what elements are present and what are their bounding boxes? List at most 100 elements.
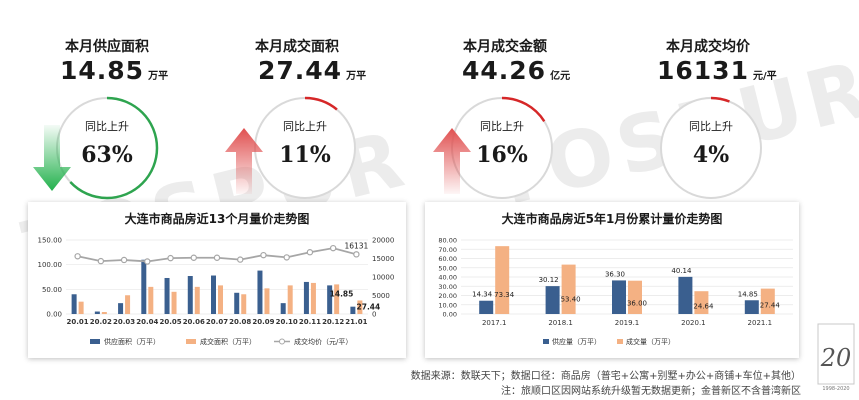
y-tick: 30.00 bbox=[438, 283, 457, 291]
y-tick: 80.00 bbox=[438, 237, 457, 245]
bar-supply bbox=[257, 270, 263, 314]
x-tick: 20.04 bbox=[136, 318, 158, 326]
bar-supply bbox=[327, 285, 333, 314]
x-tick: 21.01 bbox=[345, 318, 367, 326]
kpi-label: 本月成交面积 bbox=[255, 39, 339, 55]
bar-supply bbox=[303, 281, 309, 314]
x-tick: 2020.1 bbox=[681, 319, 706, 327]
anniversary-logo: 20 1998-2020 bbox=[816, 322, 856, 394]
data-label: 16131 bbox=[344, 241, 368, 250]
arrow-up-icon bbox=[433, 128, 471, 194]
point-price bbox=[74, 253, 81, 260]
bar-supply bbox=[612, 280, 626, 314]
x-tick: 2021.1 bbox=[748, 319, 773, 327]
y-tick: 50.00 bbox=[438, 264, 457, 272]
legend-swatch bbox=[543, 339, 549, 344]
bar-deal bbox=[495, 246, 510, 314]
change-label: 同比上升 bbox=[85, 120, 129, 133]
data-source-note: 数据来源：数联天下；数据口径：商品房（普宅+公寓+别墅+办公+商铺+车位+其他） bbox=[410, 371, 801, 382]
change-percent: 63% bbox=[81, 142, 133, 168]
data-label: 14.85 bbox=[738, 290, 758, 298]
kpi-number: 14.85 bbox=[60, 56, 145, 85]
kpi-number: 16131 bbox=[657, 56, 749, 85]
point-price bbox=[144, 258, 151, 265]
point-price bbox=[237, 256, 244, 263]
data-label: 14.85 bbox=[330, 290, 354, 299]
bar-supply bbox=[545, 286, 560, 314]
data-label: 40.14 bbox=[671, 267, 692, 275]
y-tick-left: 0.00 bbox=[46, 311, 62, 319]
bar-supply bbox=[211, 275, 216, 314]
kpi-value: 16131 元/平 bbox=[657, 56, 777, 85]
kpi-number: 27.44 bbox=[258, 56, 343, 85]
y-tick-right: 15000 bbox=[372, 255, 394, 263]
legend-swatch bbox=[90, 339, 100, 344]
chart-panel-13-months: 大连市商品房近13个月量价走势图 0.00 50.00 100.00 150.00 0 5… bbox=[28, 202, 406, 358]
arrow-down-icon bbox=[33, 125, 71, 191]
data-label: 73.34 bbox=[494, 291, 515, 299]
kpi-number: 44.26 bbox=[462, 56, 547, 85]
data-label: 27.44 bbox=[760, 302, 781, 310]
y-tick: 20.00 bbox=[438, 292, 457, 300]
bar-deal bbox=[264, 288, 270, 314]
bar-deal bbox=[287, 285, 293, 314]
x-tick: 20.11 bbox=[299, 318, 321, 326]
data-label: 14.34 bbox=[472, 291, 493, 299]
bar-deal bbox=[760, 288, 775, 314]
legend-label: 供应面积（万平） bbox=[104, 337, 160, 346]
x-tick: 20.06 bbox=[183, 318, 205, 326]
chart-panel-5-years: 大连市商品房近5年1月份累计量价走势图 0.00 10.00 20.00 30.00 4… bbox=[425, 202, 799, 358]
x-tick: 20.08 bbox=[229, 318, 251, 326]
bar-supply bbox=[164, 277, 170, 314]
chart-title: 大连市商品房近13个月量价走势图 bbox=[124, 212, 310, 226]
kpi-unit: 万平 bbox=[148, 71, 169, 82]
bar-supply bbox=[141, 259, 147, 314]
bar-deal bbox=[125, 295, 131, 314]
point-price bbox=[353, 251, 360, 258]
bar-deal bbox=[194, 286, 200, 314]
point-price bbox=[260, 251, 267, 259]
point-price bbox=[329, 244, 337, 252]
kpi-label: 本月供应面积 bbox=[65, 39, 149, 55]
bar-supply bbox=[350, 306, 356, 314]
y-tick: 0.00 bbox=[443, 311, 457, 319]
x-tick: 20.02 bbox=[90, 318, 112, 326]
data-label: 36.00 bbox=[627, 300, 647, 308]
bar-supply bbox=[234, 292, 240, 314]
bar-deal bbox=[628, 280, 642, 314]
bar-deal bbox=[334, 284, 340, 314]
legend-swatch bbox=[186, 339, 196, 344]
arrow-up-icon bbox=[225, 128, 263, 194]
y-tick: 40.00 bbox=[438, 274, 457, 282]
legend-label: 供应量（万平） bbox=[552, 337, 601, 346]
y-tick-left: 50.00 bbox=[42, 286, 62, 294]
bar-deal bbox=[101, 312, 107, 314]
progress-ring bbox=[55, 96, 159, 200]
point-price bbox=[97, 257, 105, 265]
chart-13-months: 0.00 50.00 100.00 150.00 0 5000 10000 15000 2000… bbox=[38, 237, 395, 347]
logo-number: 20 bbox=[820, 344, 852, 372]
x-tick: 2019.1 bbox=[615, 319, 640, 327]
ring-text: 同比上升 16% bbox=[457, 118, 547, 168]
chart-title: 大连市商品房近5年1月份累计量价走势图 bbox=[501, 212, 723, 226]
footnote: 注：旅顺口区因网站系统升级暂无数据更新；金普新区不含普湾新区 bbox=[501, 386, 801, 397]
x-tick: 2017.1 bbox=[482, 319, 507, 327]
point-price bbox=[283, 254, 290, 261]
bar-supply bbox=[744, 300, 759, 314]
y-tick-left: 150.00 bbox=[38, 237, 63, 245]
data-label: 30.12 bbox=[539, 276, 559, 284]
data-label: 36.30 bbox=[605, 270, 625, 278]
y-tick-left: 100.00 bbox=[38, 261, 63, 269]
data-label: 53.40 bbox=[561, 296, 581, 304]
progress-ring bbox=[253, 96, 357, 200]
x-tick: 20.12 bbox=[322, 318, 344, 326]
bar-deal bbox=[310, 282, 316, 314]
y-tick-right: 20000 bbox=[372, 237, 394, 245]
logo-caption: 1998-2020 bbox=[822, 386, 849, 392]
bar-supply bbox=[71, 294, 77, 314]
kpi-unit: 元/平 bbox=[752, 71, 777, 82]
bar-deal bbox=[241, 294, 247, 314]
x-tick: 20.07 bbox=[206, 318, 228, 326]
bar-deal bbox=[218, 285, 223, 314]
